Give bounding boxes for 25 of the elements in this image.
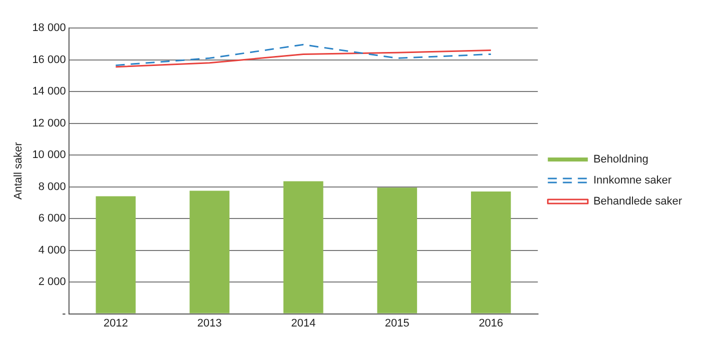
y-tick-label: 8 000 (38, 180, 66, 193)
x-tick-label: 2015 (384, 317, 410, 330)
x-tick-label: 2012 (104, 317, 128, 330)
y-axis-title: Antall saker (12, 142, 25, 200)
y-tick-label: 14 000 (32, 86, 66, 98)
y-tick-label: 2 000 (38, 276, 66, 288)
bar (190, 190, 230, 314)
x-tick-label: 2016 (478, 317, 504, 330)
x-tick-label: 2013 (197, 317, 222, 330)
y-tick-label: 4 000 (38, 244, 66, 256)
y-tick-label: 12 000 (32, 117, 66, 130)
bar (377, 188, 418, 314)
bar (470, 192, 511, 314)
y-tick-label: 6 000 (38, 212, 66, 225)
legend-label: Innkomne saker (593, 174, 672, 187)
legend-label: Behandlede saker (593, 196, 682, 208)
legend-label: Beholdning (593, 154, 648, 166)
line-series (114, 44, 492, 66)
y-tick-label: 10 000 (32, 149, 66, 162)
bar (96, 196, 136, 314)
y-tick-label: 16 000 (32, 54, 66, 66)
bar (283, 181, 324, 314)
y-tick-label: 18 000 (32, 22, 66, 34)
x-tick-label: 2014 (291, 317, 316, 330)
y-tick-label: - (62, 308, 66, 320)
